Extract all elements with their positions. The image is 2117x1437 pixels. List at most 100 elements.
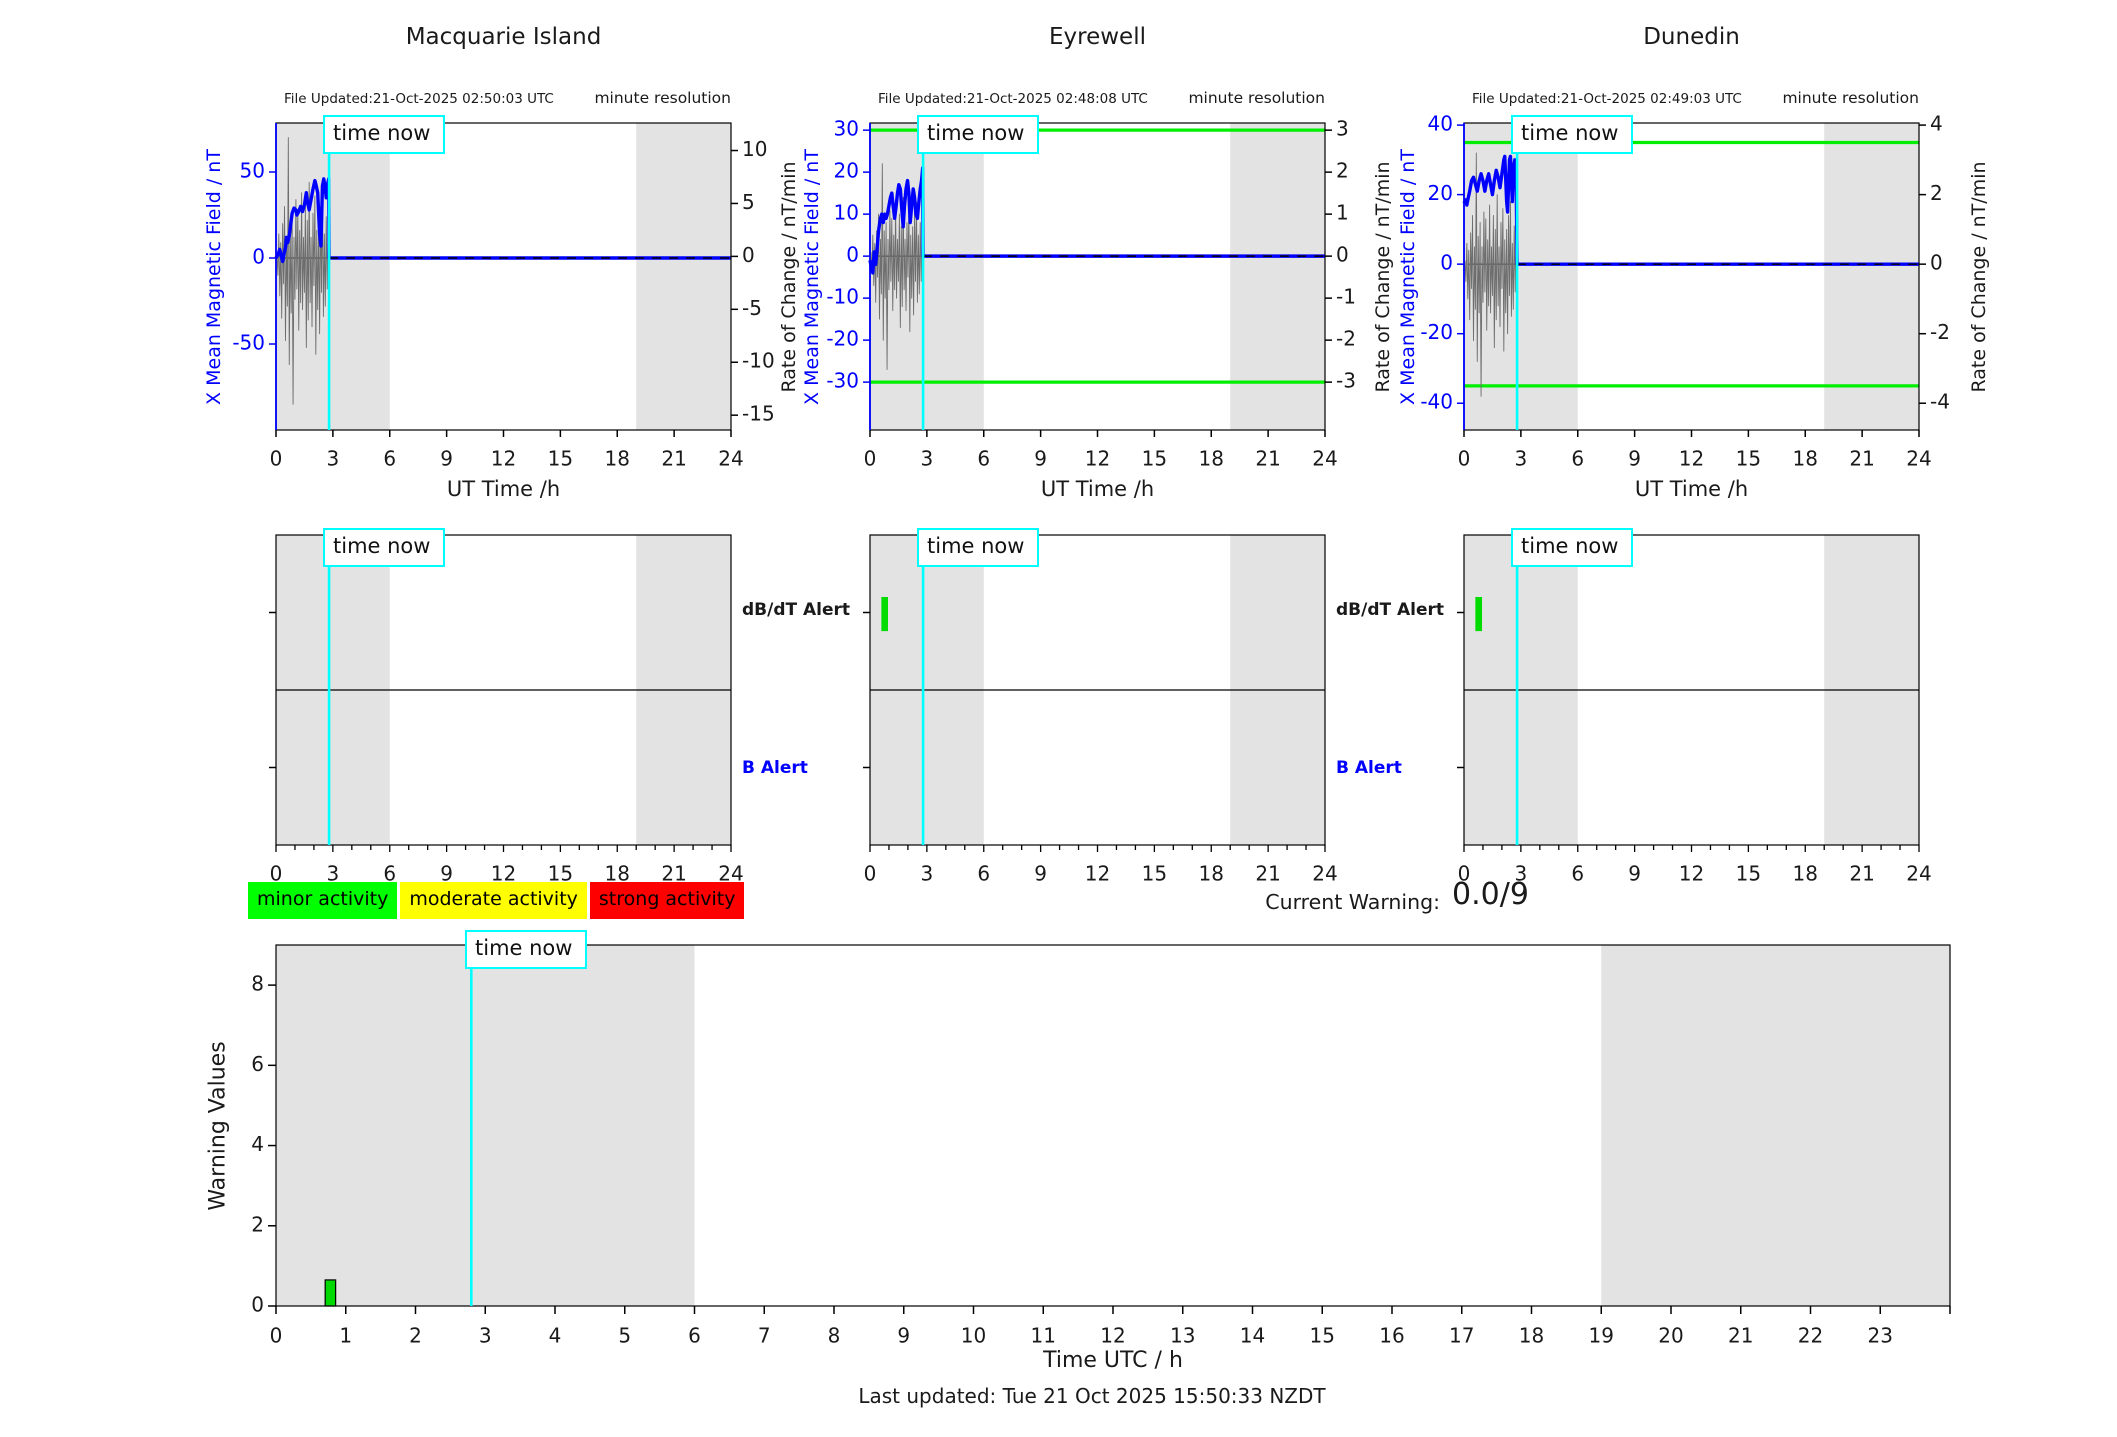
svg-text:2: 2 [1930, 181, 1943, 205]
time-now-annotation-mid-1: time now [323, 528, 446, 567]
svg-text:9: 9 [897, 1324, 910, 1348]
svg-text:5: 5 [742, 190, 755, 214]
svg-text:20: 20 [834, 159, 859, 183]
svg-text:24: 24 [1906, 447, 1931, 471]
time-now-annotation-top-2: time now [917, 115, 1040, 154]
file-updated-macquarie: File Updated:21-Oct-2025 02:50:03 UTC [284, 91, 554, 107]
svg-text:8: 8 [828, 1324, 841, 1348]
svg-text:17: 17 [1449, 1324, 1474, 1348]
resolution-note-macquarie: minute resolution [594, 89, 731, 107]
svg-text:18: 18 [605, 447, 630, 471]
time-now-annotation-mid-2: time now [917, 528, 1040, 567]
svg-text:-30: -30 [826, 369, 859, 393]
svg-text:15: 15 [1142, 862, 1167, 886]
svg-text:10: 10 [961, 1324, 986, 1348]
svg-text:21: 21 [1728, 1324, 1753, 1348]
svg-text:24: 24 [1906, 862, 1931, 886]
station-title-dunedin: Dunedin [1643, 24, 1740, 50]
svg-text:23: 23 [1868, 1324, 1893, 1348]
svg-text:6: 6 [688, 1324, 701, 1348]
svg-text:15: 15 [1310, 1324, 1335, 1348]
svg-text:12: 12 [1679, 447, 1704, 471]
time-now-annotation-bottom: time now [465, 930, 588, 969]
svg-text:0: 0 [1930, 251, 1943, 275]
svg-text:-3: -3 [1336, 369, 1356, 393]
alert-chart-eyrewell: 0 3 6 9 12 15 18 21 24 [863, 534, 1338, 886]
svg-text:20: 20 [1658, 1324, 1683, 1348]
svg-text:-10: -10 [742, 349, 775, 373]
svg-text:0: 0 [251, 1293, 264, 1317]
svg-text:20: 20 [1428, 181, 1453, 205]
svg-text:21: 21 [661, 862, 686, 886]
svg-text:6: 6 [383, 447, 396, 471]
svg-text:15: 15 [548, 447, 573, 471]
svg-text:22: 22 [1798, 1324, 1823, 1348]
ut-time-label-macquarie: UT Time /h [446, 477, 561, 501]
station-title-macquarie: Macquarie Island [405, 24, 602, 50]
svg-text:0: 0 [252, 245, 265, 269]
svg-text:10: 10 [742, 137, 767, 161]
svg-text:14: 14 [1240, 1324, 1265, 1348]
svg-text:21: 21 [1255, 862, 1280, 886]
legend-minor-activity: minor activity [248, 882, 398, 919]
svg-text:19: 19 [1589, 1324, 1614, 1348]
svg-text:1: 1 [1336, 201, 1349, 225]
current-warning-value: 0.0/9 [1452, 877, 1529, 912]
svg-text:9: 9 [440, 862, 453, 886]
svg-text:40: 40 [1428, 112, 1453, 136]
svg-text:16: 16 [1379, 1324, 1404, 1348]
b-alert-label-2: B Alert [1336, 758, 1402, 778]
svg-text:13: 13 [1170, 1324, 1195, 1348]
svg-text:1: 1 [339, 1324, 352, 1348]
current-warning-label: Current Warning: [1265, 890, 1440, 914]
svg-text:0: 0 [742, 243, 755, 267]
svg-text:0: 0 [1336, 243, 1349, 267]
svg-text:7: 7 [758, 1324, 771, 1348]
svg-text:0: 0 [846, 243, 859, 267]
alert-chart-macquarie: 0 3 6 9 12 15 18 21 24 [269, 534, 744, 886]
svg-text:-20: -20 [826, 327, 859, 351]
svg-text:0: 0 [270, 862, 283, 886]
svg-text:12: 12 [1679, 862, 1704, 886]
svg-text:0: 0 [270, 1324, 283, 1348]
resolution-note-eyrewell: minute resolution [1188, 89, 1325, 107]
svg-text:2: 2 [251, 1212, 264, 1236]
svg-text:4: 4 [1930, 112, 1943, 136]
file-updated-eyrewell: File Updated:21-Oct-2025 02:48:08 UTC [878, 91, 1148, 107]
svg-text:21: 21 [1849, 447, 1874, 471]
svg-text:12: 12 [1085, 862, 1110, 886]
legend-moderate-activity: moderate activity [400, 882, 587, 919]
svg-text:12: 12 [1085, 447, 1110, 471]
svg-text:5: 5 [618, 1324, 631, 1348]
dbdt-alert-label-1: dB/dT Alert [742, 600, 851, 620]
svg-text:6: 6 [383, 862, 396, 886]
legend-strong-activity: strong activity [589, 882, 745, 919]
svg-text:21: 21 [1255, 447, 1280, 471]
svg-text:3: 3 [921, 862, 934, 886]
svg-text:-40: -40 [1420, 390, 1453, 414]
svg-text:0: 0 [864, 862, 877, 886]
svg-text:30: 30 [834, 117, 859, 141]
svg-text:9: 9 [1034, 447, 1047, 471]
station-title-eyrewell: Eyrewell [1049, 24, 1146, 50]
svg-text:-1: -1 [1336, 285, 1356, 309]
ut-time-label-eyrewell: UT Time /h [1040, 477, 1155, 501]
svg-text:6: 6 [977, 447, 990, 471]
svg-text:4: 4 [251, 1132, 264, 1156]
svg-text:-5: -5 [742, 296, 762, 320]
svg-text:8: 8 [251, 972, 264, 996]
time-now-annotation-top-3: time now [1511, 115, 1634, 154]
svg-text:4: 4 [549, 1324, 562, 1348]
ut-time-label-dunedin: UT Time /h [1634, 477, 1749, 501]
svg-text:12: 12 [491, 447, 516, 471]
svg-text:24: 24 [1312, 862, 1337, 886]
alert-chart-dunedin: 0 3 6 9 12 15 18 21 24 [1457, 534, 1932, 886]
svg-text:-4: -4 [1930, 390, 1950, 414]
svg-text:-2: -2 [1336, 327, 1356, 351]
svg-text:-2: -2 [1930, 320, 1950, 344]
svg-text:18: 18 [605, 862, 630, 886]
